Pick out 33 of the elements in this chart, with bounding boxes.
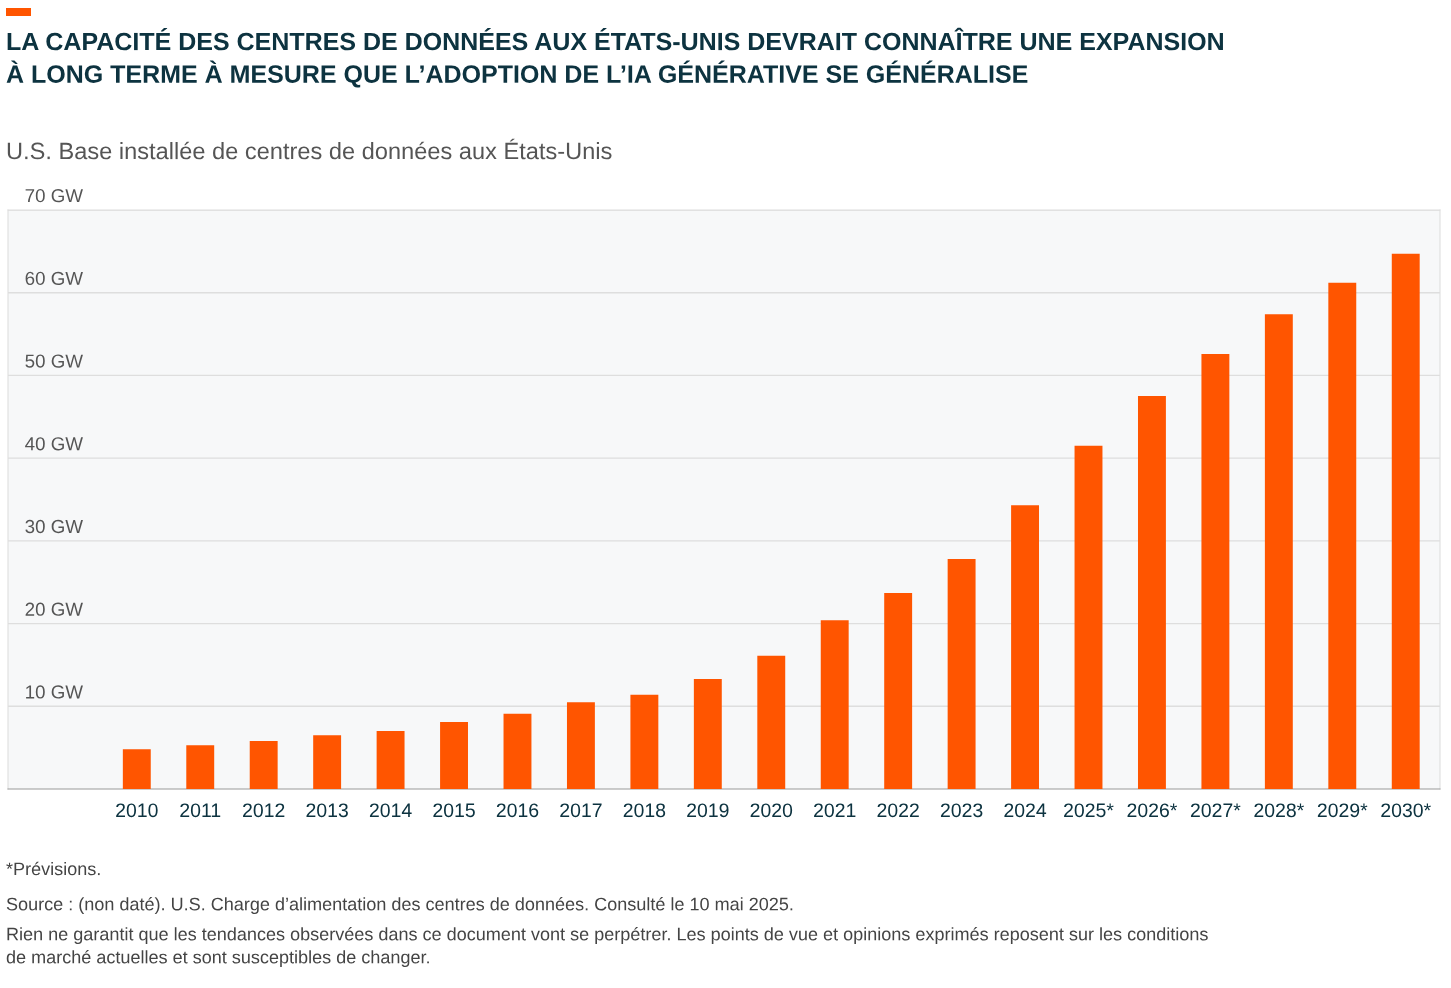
x-tick-label: 2024 xyxy=(1004,803,1047,818)
x-tick-label: 2027* xyxy=(1190,803,1241,818)
chart-title: LA CAPACITÉ DES CENTRES DE DONNÉES AUX ÉTATS-UNIS DEVRAIT CONNAÎTRE UNE EXPANSION À LONG TERME À MESURE QUE L’ADOPTION DE L’IA GÉNÉRATIVE SE GÉNÉRALISE xyxy=(6,27,1223,88)
y-tick-label: 10 GW xyxy=(26,685,83,699)
y-tick-label: 20 GW xyxy=(25,602,83,616)
x-tick-label: 2015 xyxy=(433,803,475,818)
x-tick-label: 2014 xyxy=(369,803,412,818)
x-tick-label: 2021 xyxy=(814,803,856,818)
text: *Prévisions. xyxy=(6,861,100,876)
x-tick-label: 2022 xyxy=(877,803,919,818)
y-tick-label: 60 GW xyxy=(25,271,83,286)
x-tick-label: 2028* xyxy=(1254,803,1304,818)
chart-subtitle: U.S. Base installée de centres de données aux États-Unis xyxy=(7,138,612,160)
x-tick-label: 2026* xyxy=(1127,803,1178,818)
source-note: Source : (non daté). U.S. Charge d’alimentation des centres de données. Consulté le 10 mai 2025. xyxy=(6,897,793,915)
x-tick-label: 2018 xyxy=(623,803,666,818)
x-tick-label: 2023 xyxy=(940,803,983,818)
y-tick-label: 70 GW xyxy=(25,189,83,203)
y-tick-label: 30 GW xyxy=(25,519,83,534)
y-tick-label: 40 GW xyxy=(25,437,83,451)
x-tick-label: 2010 xyxy=(116,803,158,818)
x-tick-label: 2012 xyxy=(243,803,285,818)
x-tick-label: 2013 xyxy=(306,803,348,818)
x-tick-label: 2029* xyxy=(1317,803,1368,818)
y-tick-label: 50 GW xyxy=(25,354,83,368)
x-tick-label: 2019 xyxy=(687,803,729,818)
x-tick-label: 2020 xyxy=(750,803,793,818)
x-tick-label: 2016 xyxy=(496,803,539,818)
x-tick-label: 2030* xyxy=(1381,803,1431,818)
x-tick-label: 2025* xyxy=(1064,803,1114,818)
x-tick-label: 2011 xyxy=(180,803,221,818)
text: Rien ne garantit que les tendances observées dans ce document vont se perpétrer. Les points de vue et opinions exprimés reposent sur les conditions de marché actuelles et sont susceptibles de changer. xyxy=(6,927,1208,968)
x-tick-label: 2017 xyxy=(560,803,602,818)
